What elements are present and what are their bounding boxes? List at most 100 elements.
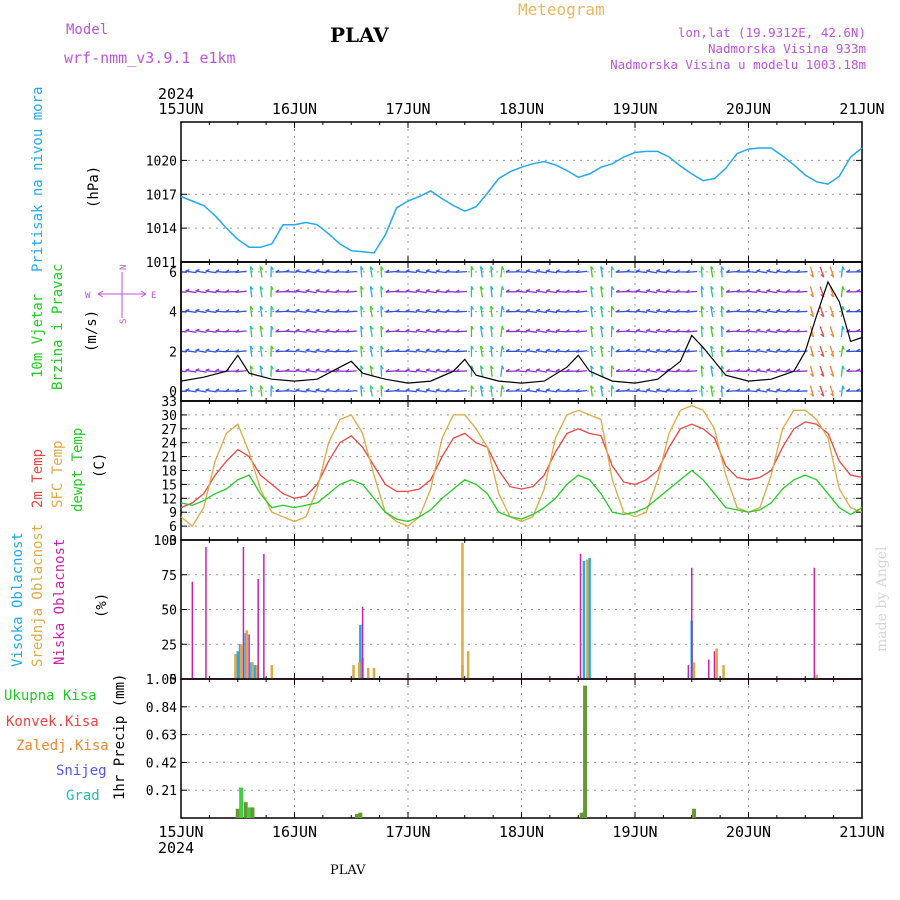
- wind-barb-head: [215, 269, 220, 273]
- y-tick-label: 9: [169, 506, 177, 521]
- wind-barb: [435, 369, 447, 373]
- precip-bar: [250, 807, 255, 818]
- wind-barb-head: [185, 388, 190, 391]
- wind-barb: [415, 329, 427, 334]
- wind-barb-head: [285, 269, 290, 273]
- y-tick-label: 0.63: [146, 729, 177, 744]
- wind-barb: [455, 350, 467, 353]
- wind-barb: [766, 369, 778, 373]
- wind-barb-head: [830, 313, 835, 318]
- wind-barb-head: [395, 328, 400, 332]
- wind-barb-head: [185, 328, 190, 332]
- wind-barb-head: [736, 269, 741, 273]
- wind-barb: [305, 329, 317, 334]
- wind-barb: [590, 365, 593, 377]
- wind-barb: [185, 389, 197, 393]
- wind-barb-head: [455, 329, 460, 333]
- wind-barb: [305, 290, 317, 294]
- wind-barb-head: [405, 348, 410, 352]
- wind-barb: [746, 389, 758, 393]
- wind-barb-head: [249, 365, 254, 370]
- wind-barb-head: [575, 289, 580, 293]
- wind-barb: [455, 390, 467, 393]
- wind-barb-head: [766, 348, 771, 352]
- wind-barb: [249, 325, 253, 338]
- wind-barb: [720, 345, 723, 357]
- wind-barb-head: [515, 348, 520, 352]
- wind-barb-head: [275, 329, 280, 333]
- wind-barb: [259, 345, 263, 357]
- wind-barb: [546, 290, 558, 294]
- x-tick-label-bottom: 15JUN: [158, 823, 203, 841]
- wind-barb-head: [565, 388, 570, 392]
- wind-barb: [525, 349, 538, 353]
- wind-barb: [796, 390, 808, 393]
- wind-barb: [720, 306, 723, 318]
- wind-barb: [710, 345, 714, 357]
- wind-barb: [500, 266, 503, 278]
- wind-barb: [686, 370, 698, 373]
- cloud-bar-low: [242, 546, 245, 679]
- wind-ylabel-line-3: (m/s): [84, 310, 100, 352]
- wind-barb: [796, 310, 808, 313]
- wind-barb-head: [205, 308, 210, 312]
- wind-barb-head: [345, 309, 350, 313]
- wind-barb: [666, 389, 678, 393]
- cloud-bar-high: [588, 558, 591, 679]
- wind-barb-head: [195, 308, 200, 312]
- wind-barb-head: [810, 273, 814, 278]
- wind-barb-head: [445, 328, 450, 332]
- wind-barb-head: [335, 269, 340, 273]
- wind-barb-head: [820, 274, 825, 278]
- wind-barb: [455, 310, 467, 313]
- wind-barb-head: [565, 328, 570, 333]
- wind-barb-head: [746, 328, 751, 332]
- model-label: Model: [66, 22, 108, 38]
- year-top: 2024: [158, 85, 194, 103]
- wind-barb: [626, 330, 638, 333]
- altitude-model-label: Nadmorska Visina u modelu 1003.18m: [610, 57, 866, 72]
- wind-barb: [285, 310, 297, 313]
- y-tick-label: 3: [169, 534, 177, 549]
- wind-barb-head: [565, 309, 570, 313]
- wind-barb: [295, 369, 307, 373]
- wind-barb-head: [369, 325, 374, 330]
- wind-barb-head: [685, 269, 690, 273]
- wind-barb: [686, 350, 698, 353]
- wind-barb: [415, 349, 427, 353]
- wind-barb: [636, 290, 648, 294]
- wind-barb: [295, 270, 307, 274]
- wind-barb-head: [776, 288, 781, 292]
- wind-barb-head: [385, 388, 390, 393]
- wind-barb-head: [700, 266, 705, 271]
- wind-barb-head: [611, 345, 615, 350]
- wind-barb-head: [841, 365, 845, 370]
- wind-barb: [285, 270, 297, 273]
- wind-barb-head: [646, 308, 651, 312]
- wind-barb: [536, 389, 548, 393]
- wind-barb: [195, 349, 207, 353]
- wind-barb-head: [415, 388, 420, 391]
- wind-barb: [626, 370, 638, 373]
- cloud-bar-low: [205, 546, 207, 679]
- wind-barb: [345, 389, 357, 393]
- wind-barb-head: [545, 308, 551, 312]
- compass-east: E: [151, 291, 156, 301]
- wind-barb-head: [305, 328, 310, 332]
- wind-barb-head: [445, 269, 450, 273]
- wind-barb-head: [725, 368, 730, 373]
- wind-barb-head: [710, 266, 714, 270]
- wind-barb: [425, 349, 437, 353]
- wind-barb: [380, 345, 383, 357]
- wind-barb-head: [841, 345, 845, 350]
- wind-barb: [385, 390, 397, 393]
- y-tick-label: 1.05: [146, 673, 177, 688]
- wind-barb: [205, 349, 217, 353]
- wind-barb-head: [756, 288, 761, 292]
- wind-barb-head: [295, 269, 300, 272]
- pressure-ylabel: Pritisak na nivou mora (hPa): [30, 87, 102, 272]
- wind-barb-head: [856, 289, 861, 292]
- wind-barb-head: [270, 325, 274, 330]
- wind-barb: [686, 290, 698, 293]
- precip-bar: [358, 812, 363, 818]
